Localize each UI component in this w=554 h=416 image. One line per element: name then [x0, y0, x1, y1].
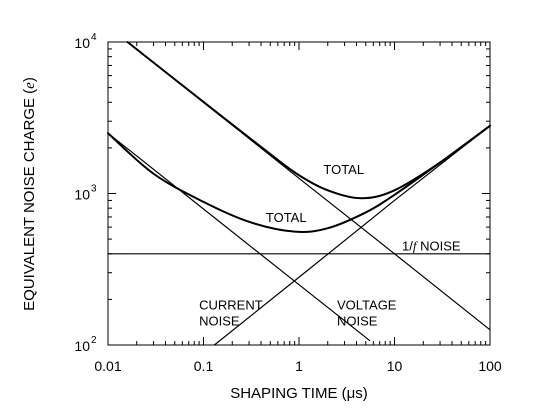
series-line-total-upper [126, 41, 491, 200]
x-tick-label: 1 [295, 358, 303, 374]
y-tick-exponent: 2 [91, 335, 97, 346]
series-line-total-lower [107, 124, 491, 234]
annotation-total-lower: TOTAL [266, 210, 307, 225]
annotation-total-upper: TOTAL [323, 162, 364, 177]
plot-frame [107, 41, 491, 346]
x-tick-label: 10 [387, 358, 403, 374]
y-tick-exponent: 4 [91, 32, 97, 43]
x-tick-label: 0.1 [194, 358, 214, 374]
series-line-rising [213, 125, 491, 346]
annotations: TOTAL TOTAL 1/f NOISE CURRENT NOISE VOLTAGE NO… [199, 162, 461, 328]
y-tick-label: 10 [74, 35, 90, 51]
x-tick-label: 0.01 [94, 358, 121, 374]
annotation-flat: 1/f NOISE [402, 239, 461, 254]
annotation-current: CURRENT NOISE [199, 297, 263, 328]
major-ticks [107, 41, 491, 346]
minor-ticks [108, 42, 490, 345]
y-tick-exponent: 3 [91, 184, 97, 195]
y-tick-label: 10 [74, 187, 90, 203]
y-tick-label: 10 [74, 338, 90, 354]
series-line-current [107, 132, 371, 342]
x-tick-label: 100 [478, 358, 502, 374]
series-lines [107, 41, 491, 346]
y-axis-title: EQUIVALENT NOISE CHARGE (e) [21, 77, 38, 311]
x-axis-title: SHAPING TIME (μs) [230, 385, 368, 402]
annotation-voltage: VOLTAGE NOISE [337, 297, 397, 328]
